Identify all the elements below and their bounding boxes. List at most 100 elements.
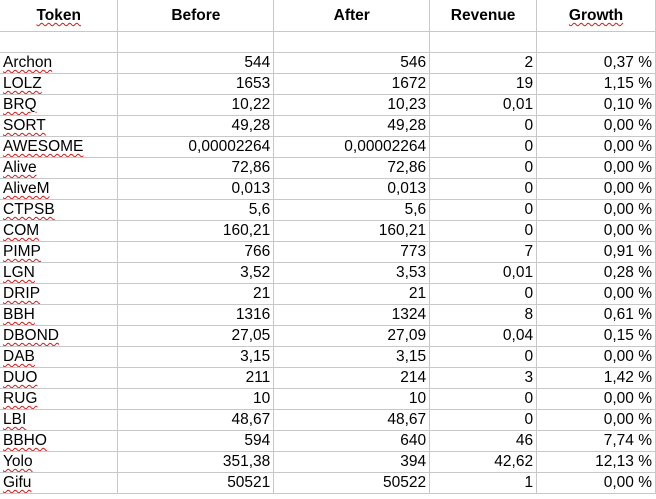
- after-cell[interactable]: 1324: [273, 304, 431, 326]
- revenue-cell[interactable]: 0,04: [429, 325, 538, 347]
- after-cell[interactable]: 10,23: [273, 94, 431, 116]
- after-cell[interactable]: 160,21: [273, 220, 431, 242]
- header-cell-token[interactable]: Token: [0, 0, 119, 32]
- growth-cell[interactable]: 12,13 %: [536, 451, 656, 473]
- after-cell[interactable]: 5,6: [273, 199, 431, 221]
- token-cell[interactable]: DRIP: [0, 283, 119, 305]
- token-cell[interactable]: Yolo: [0, 451, 119, 473]
- revenue-cell[interactable]: 8: [429, 304, 538, 326]
- before-cell[interactable]: 1316: [117, 304, 275, 326]
- after-cell[interactable]: 3,15: [273, 346, 431, 368]
- before-cell[interactable]: 211: [117, 367, 275, 389]
- revenue-cell[interactable]: 3: [429, 367, 538, 389]
- growth-cell[interactable]: 0,37 %: [536, 52, 656, 74]
- before-cell[interactable]: 72,86: [117, 157, 275, 179]
- before-cell[interactable]: 50521: [117, 472, 275, 494]
- header-cell-before[interactable]: Before: [117, 0, 275, 32]
- before-cell[interactable]: 351,38: [117, 451, 275, 473]
- before-cell[interactable]: 3,15: [117, 346, 275, 368]
- after-cell[interactable]: 21: [273, 283, 431, 305]
- before-cell[interactable]: 3,52: [117, 262, 275, 284]
- revenue-cell[interactable]: 0: [429, 220, 538, 242]
- token-cell[interactable]: LGN: [0, 262, 119, 284]
- after-cell[interactable]: 48,67: [273, 409, 431, 431]
- token-cell[interactable]: DAB: [0, 346, 119, 368]
- after-cell[interactable]: 0,013: [273, 178, 431, 200]
- empty-cell[interactable]: [0, 31, 119, 53]
- growth-cell[interactable]: 0,00 %: [536, 346, 656, 368]
- header-cell-after[interactable]: After: [273, 0, 431, 32]
- revenue-cell[interactable]: 42,62: [429, 451, 538, 473]
- after-cell[interactable]: 50522: [273, 472, 431, 494]
- token-cell[interactable]: BRQ: [0, 94, 119, 116]
- revenue-cell[interactable]: 0: [429, 388, 538, 410]
- revenue-cell[interactable]: 0,01: [429, 262, 538, 284]
- growth-cell[interactable]: 0,00 %: [536, 136, 656, 158]
- after-cell[interactable]: 394: [273, 451, 431, 473]
- revenue-cell[interactable]: 46: [429, 430, 538, 452]
- token-cell[interactable]: CTPSB: [0, 199, 119, 221]
- growth-cell[interactable]: 0,91 %: [536, 241, 656, 263]
- token-cell[interactable]: BBH: [0, 304, 119, 326]
- after-cell[interactable]: 49,28: [273, 115, 431, 137]
- before-cell[interactable]: 27,05: [117, 325, 275, 347]
- token-cell[interactable]: DUO: [0, 367, 119, 389]
- before-cell[interactable]: 544: [117, 52, 275, 74]
- revenue-cell[interactable]: 1: [429, 472, 538, 494]
- after-cell[interactable]: 72,86: [273, 157, 431, 179]
- token-cell[interactable]: AWESOME: [0, 136, 119, 158]
- token-cell[interactable]: AliveM: [0, 178, 119, 200]
- growth-cell[interactable]: 0,00 %: [536, 178, 656, 200]
- empty-cell[interactable]: [429, 31, 538, 53]
- before-cell[interactable]: 160,21: [117, 220, 275, 242]
- empty-cell[interactable]: [273, 31, 431, 53]
- after-cell[interactable]: 640: [273, 430, 431, 452]
- revenue-cell[interactable]: 0: [429, 115, 538, 137]
- revenue-cell[interactable]: 0: [429, 346, 538, 368]
- token-cell[interactable]: PIMP: [0, 241, 119, 263]
- after-cell[interactable]: 0,00002264: [273, 136, 431, 158]
- growth-cell[interactable]: 1,15 %: [536, 73, 656, 95]
- growth-cell[interactable]: 0,00 %: [536, 409, 656, 431]
- revenue-cell[interactable]: 0: [429, 283, 538, 305]
- before-cell[interactable]: 1653: [117, 73, 275, 95]
- token-cell[interactable]: DBOND: [0, 325, 119, 347]
- revenue-cell[interactable]: 0: [429, 178, 538, 200]
- growth-cell[interactable]: 0,00 %: [536, 472, 656, 494]
- revenue-cell[interactable]: 7: [429, 241, 538, 263]
- revenue-cell[interactable]: 0: [429, 157, 538, 179]
- revenue-cell[interactable]: 2: [429, 52, 538, 74]
- token-cell[interactable]: LOLZ: [0, 73, 119, 95]
- token-cell[interactable]: RUG: [0, 388, 119, 410]
- before-cell[interactable]: 10: [117, 388, 275, 410]
- before-cell[interactable]: 21: [117, 283, 275, 305]
- header-cell-growth[interactable]: Growth: [536, 0, 656, 32]
- before-cell[interactable]: 5,6: [117, 199, 275, 221]
- revenue-cell[interactable]: 0: [429, 409, 538, 431]
- before-cell[interactable]: 0,013: [117, 178, 275, 200]
- after-cell[interactable]: 773: [273, 241, 431, 263]
- growth-cell[interactable]: 0,10 %: [536, 94, 656, 116]
- token-cell[interactable]: Alive: [0, 157, 119, 179]
- growth-cell[interactable]: 0,00 %: [536, 115, 656, 137]
- token-cell[interactable]: BBHO: [0, 430, 119, 452]
- before-cell[interactable]: 49,28: [117, 115, 275, 137]
- empty-cell[interactable]: [117, 31, 275, 53]
- growth-cell[interactable]: 0,00 %: [536, 199, 656, 221]
- revenue-cell[interactable]: 0: [429, 136, 538, 158]
- growth-cell[interactable]: 0,00 %: [536, 157, 656, 179]
- growth-cell[interactable]: 7,74 %: [536, 430, 656, 452]
- token-cell[interactable]: Archon: [0, 52, 119, 74]
- revenue-cell[interactable]: 0: [429, 199, 538, 221]
- before-cell[interactable]: 766: [117, 241, 275, 263]
- after-cell[interactable]: 1672: [273, 73, 431, 95]
- after-cell[interactable]: 27,09: [273, 325, 431, 347]
- revenue-cell[interactable]: 0,01: [429, 94, 538, 116]
- before-cell[interactable]: 48,67: [117, 409, 275, 431]
- revenue-cell[interactable]: 19: [429, 73, 538, 95]
- growth-cell[interactable]: 0,61 %: [536, 304, 656, 326]
- token-cell[interactable]: LBI: [0, 409, 119, 431]
- after-cell[interactable]: 3,53: [273, 262, 431, 284]
- growth-cell[interactable]: 0,00 %: [536, 283, 656, 305]
- token-cell[interactable]: COM: [0, 220, 119, 242]
